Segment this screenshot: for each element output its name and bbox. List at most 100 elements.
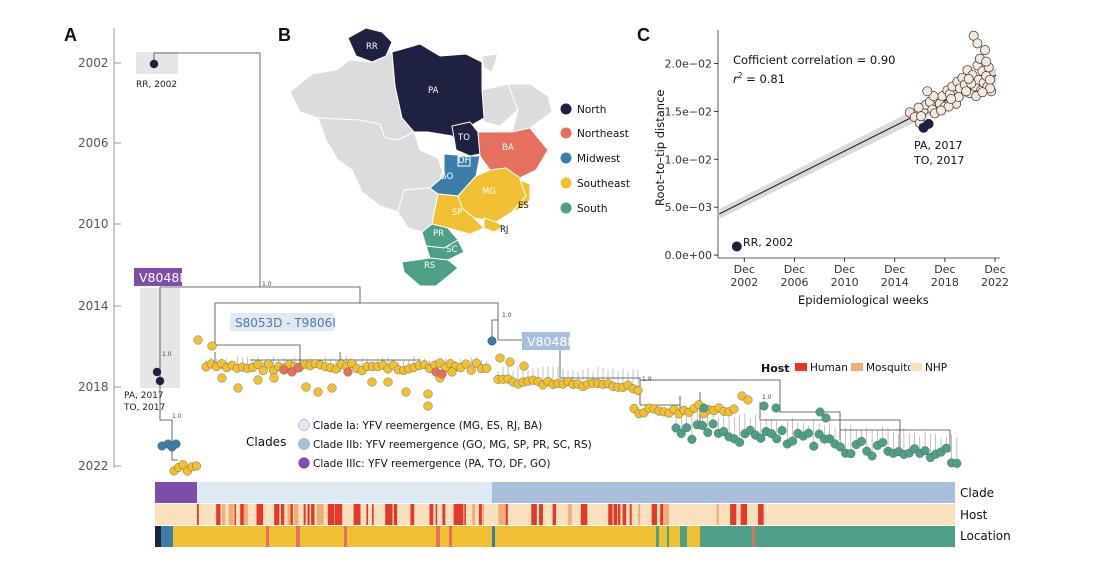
- tip-south: [772, 434, 782, 444]
- support-value: 1.0: [502, 312, 512, 319]
- tip-south: [809, 441, 819, 451]
- state-label: RS: [424, 261, 435, 271]
- tree-subbranches: [205, 356, 958, 460]
- host-segment: [457, 504, 464, 525]
- scatter-point: [977, 87, 988, 98]
- x-tick-label: Dec: [984, 263, 1005, 276]
- tip-south: [835, 442, 845, 452]
- tip-southeast: [258, 366, 268, 376]
- host-swatch-mosquito: [851, 363, 863, 371]
- x-tick-label: 2006: [780, 276, 808, 289]
- scatter-point: [946, 94, 957, 104]
- host-bar-label: Host: [960, 508, 988, 522]
- tip-southeast: [471, 358, 481, 368]
- host-segment: [758, 504, 764, 525]
- tip-southeast: [301, 382, 311, 392]
- host-label-human: Human: [810, 362, 848, 374]
- support-value: 1.0: [172, 413, 182, 420]
- host-segment: [280, 504, 285, 525]
- tip-southeast: [482, 363, 492, 373]
- support-value: 1.0: [262, 281, 272, 288]
- state-label: GO: [440, 172, 454, 182]
- tip-south: [777, 426, 787, 436]
- state-label: DF: [458, 156, 470, 166]
- host-segment: [372, 504, 374, 525]
- tip-southeast: [191, 461, 201, 471]
- x-tick-label: Dec: [834, 263, 855, 276]
- tip-southeast: [461, 359, 471, 369]
- host-segment: [293, 504, 299, 525]
- tip-southeast: [253, 359, 263, 369]
- clade-bar-label: Clade: [960, 486, 994, 500]
- host-label-mosquito: Mosquito: [866, 362, 914, 374]
- mutation-box-v8048i: [522, 332, 570, 350]
- tip-northeast: [293, 363, 303, 373]
- state-label: PR: [433, 229, 444, 239]
- state-label: PA: [428, 86, 439, 96]
- scatter-point: [981, 56, 992, 67]
- tree-branch: [840, 429, 951, 452]
- host-segment: [287, 504, 294, 525]
- tip-south: [682, 423, 692, 433]
- tip-southeast: [269, 373, 279, 383]
- r2-annotation: r2 = 0.81: [733, 71, 785, 86]
- location-segment: [492, 526, 495, 547]
- clade-bar-iiic: [155, 482, 197, 503]
- tip-southeast: [743, 395, 753, 405]
- tip-south: [878, 438, 888, 448]
- host-segment: [410, 504, 415, 525]
- tip-southeast: [233, 383, 243, 393]
- clade-label-iiic: Clade IIIc: YFV reemergence (PA, TO, DF,…: [313, 458, 551, 470]
- host-segment: [552, 504, 557, 525]
- x-tick-label: Dec: [734, 263, 755, 276]
- region-swatch: [560, 177, 572, 189]
- host-segment: [216, 504, 221, 525]
- host-segment: [539, 504, 543, 525]
- tip-midwest: [487, 336, 497, 346]
- tip-southeast: [367, 377, 377, 387]
- tip-southeast: [519, 361, 529, 371]
- scatter-point-highlight: [923, 118, 934, 129]
- x-axis-title: Epidemiological weeks: [798, 293, 929, 307]
- mutation-label-v8048i: V8048I: [527, 334, 571, 349]
- tip-southeast: [633, 385, 643, 395]
- tip-rr-2002: [149, 59, 159, 69]
- scatter-point: [985, 74, 995, 85]
- region-swatch: [560, 127, 572, 139]
- tip-midwest: [171, 439, 181, 449]
- tree-backbone: [153, 52, 951, 461]
- year-label: 2006: [78, 136, 109, 150]
- host-segment: [498, 504, 506, 525]
- region-swatch: [560, 103, 572, 115]
- tip-southeast: [423, 401, 433, 411]
- rr-2002-label: RR, 2002: [743, 236, 793, 249]
- clade-label-iib: Clade IIb: YFV reemergence (GO, MG, SP, …: [313, 439, 592, 451]
- y-tick-label: 1.0e−02: [665, 153, 712, 166]
- clade-swatch-iiic: [298, 457, 310, 469]
- tip-southeast: [327, 383, 337, 393]
- tip-south: [687, 434, 697, 444]
- region-label: Northeast: [577, 128, 629, 140]
- tree-branch: [498, 339, 901, 450]
- host-segment: [429, 504, 434, 525]
- host-segment: [393, 504, 398, 525]
- scatter-point: [922, 86, 933, 97]
- location-bar: [155, 526, 955, 547]
- location-bar-label: Location: [960, 529, 1011, 543]
- tip-south: [804, 428, 814, 438]
- host-segment: [435, 504, 438, 525]
- tip-south: [867, 451, 877, 461]
- host-segment: [453, 504, 461, 525]
- tip-south: [920, 446, 930, 456]
- tip-southeast: [313, 387, 323, 397]
- host-segment: [617, 504, 621, 525]
- scatter-point: [961, 86, 972, 97]
- host-segment: [622, 504, 627, 525]
- tip-south: [857, 436, 867, 446]
- root-to-tip-chart: 0.0e+005.0e−031.0e−021.5e−022.0e−02Dec20…: [665, 30, 1009, 289]
- mutation-label-s8053d: S8053D - T9806I: [235, 316, 336, 330]
- state-df: [457, 155, 471, 167]
- state-labels: RR PA TO BA DF GO MG ES SP RJ PR SC RS: [366, 42, 529, 271]
- location-segment: [680, 526, 687, 547]
